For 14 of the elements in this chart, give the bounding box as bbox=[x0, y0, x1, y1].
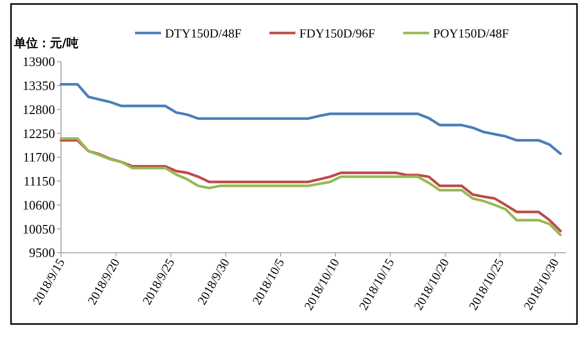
y-tick-label: 13900 bbox=[22, 54, 55, 70]
y-tick-label: 10050 bbox=[22, 221, 55, 236]
line-series bbox=[60, 82, 562, 156]
legend-label: POY150D/48F bbox=[433, 26, 509, 40]
y-tick-label: 9500 bbox=[29, 245, 55, 260]
y-tick-label: 10600 bbox=[22, 197, 55, 212]
y-tick-label: 11150 bbox=[23, 174, 55, 189]
y-tick-label: 12800 bbox=[22, 102, 55, 117]
y-tick-label: 11700 bbox=[22, 150, 55, 165]
y-tick-label: 12250 bbox=[22, 126, 55, 141]
legend-label: FDY150D/96F bbox=[299, 26, 376, 40]
legend-label: DTY150D/48F bbox=[165, 26, 242, 40]
y-axis-title: 单位：元/吨 bbox=[13, 36, 78, 50]
y-tick-label: 13350 bbox=[22, 78, 55, 94]
